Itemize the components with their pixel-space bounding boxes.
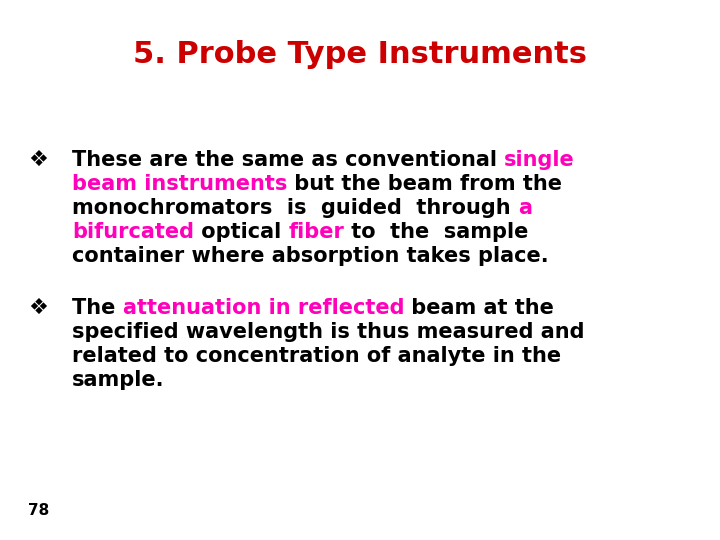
- Text: optical: optical: [194, 222, 289, 242]
- Text: specified wavelength is thus measured and: specified wavelength is thus measured an…: [72, 322, 585, 342]
- Text: related to concentration of analyte in the: related to concentration of analyte in t…: [72, 346, 561, 366]
- Text: The: The: [72, 298, 122, 318]
- Text: ❖: ❖: [28, 150, 48, 170]
- Text: beam instruments: beam instruments: [72, 174, 287, 194]
- Text: fiber: fiber: [289, 222, 344, 242]
- Text: 5. Probe Type Instruments: 5. Probe Type Instruments: [133, 40, 587, 69]
- Text: monochromators  is  guided  through: monochromators is guided through: [72, 198, 518, 218]
- Text: sample.: sample.: [72, 370, 164, 390]
- Text: but the beam from the: but the beam from the: [287, 174, 562, 194]
- Text: ❖: ❖: [28, 298, 48, 318]
- Text: beam at the: beam at the: [404, 298, 554, 318]
- Text: 78: 78: [28, 503, 49, 518]
- Text: container where absorption takes place.: container where absorption takes place.: [72, 246, 549, 266]
- Text: attenuation in reflected: attenuation in reflected: [122, 298, 404, 318]
- Text: a: a: [518, 198, 532, 218]
- Text: to  the  sample: to the sample: [344, 222, 528, 242]
- Text: These are the same as conventional: These are the same as conventional: [72, 150, 504, 170]
- Text: bifurcated: bifurcated: [72, 222, 194, 242]
- Text: single: single: [504, 150, 575, 170]
